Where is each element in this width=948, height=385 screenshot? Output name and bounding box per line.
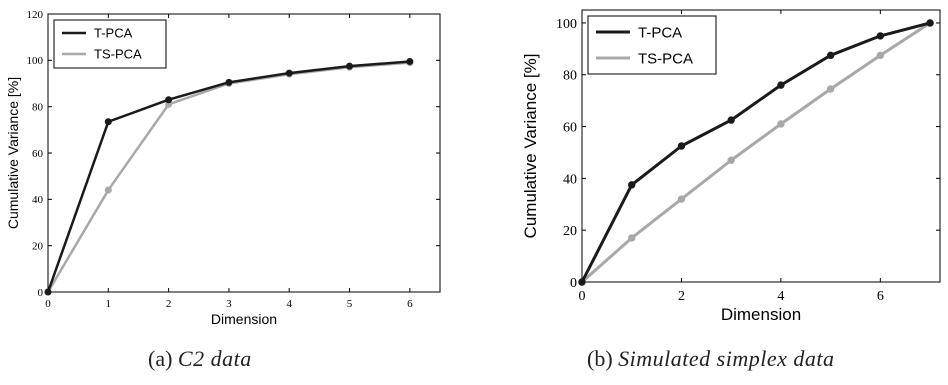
legend-label-t-pca: T-PCA: [94, 26, 133, 41]
data-point-t-pca: [104, 118, 112, 126]
x-axis-label: Dimension: [721, 305, 801, 324]
data-point-t-pca: [44, 288, 52, 296]
chart-panel-a: 0 1 2 3 4 5 6 0 20 40 60 80 100 120 Dimension Cumulativ…: [5, 9, 441, 372]
y-tick-label: 60: [563, 120, 577, 135]
data-point-t-pca: [826, 51, 835, 60]
legend-box: [53, 19, 167, 69]
y-tick-label: 20: [563, 224, 577, 239]
data-point-ts-pca: [727, 156, 735, 164]
x-axis-label: Dimension: [211, 311, 277, 327]
y-axis-label: Cumulative Variance [%]: [521, 54, 540, 239]
x-tick-label: 2: [166, 298, 172, 310]
x-tick-label: 0: [579, 289, 586, 304]
data-point-t-pca: [285, 69, 293, 77]
data-point-t-pca: [677, 142, 686, 150]
caption-b: (b) Simulated simplex data: [587, 346, 834, 372]
data-point-t-pca: [406, 57, 414, 65]
caption-b-tag: (b): [587, 346, 613, 371]
y-tick-label: 0: [38, 287, 44, 299]
series-line-t-pca: [46, 60, 410, 293]
x-tick-label: 1: [106, 298, 112, 310]
data-point-t-pca: [876, 32, 885, 40]
y-tick-label: 120: [27, 9, 44, 21]
y-tick-label: 60: [32, 148, 44, 160]
series-line-ts-pca: [46, 61, 410, 293]
data-point-t-pca: [578, 278, 586, 286]
x-tick-label: 5: [347, 298, 353, 310]
caption-a-name: C2 data: [177, 346, 252, 371]
x-tick-label: 2: [678, 289, 685, 304]
caption-b-name: Simulated simplex data: [618, 346, 835, 371]
y-tick-label: 80: [563, 69, 577, 84]
y-tick-label: 100: [556, 17, 577, 32]
x-tick-label: 4: [286, 298, 292, 310]
y-tick-label: 20: [32, 241, 44, 253]
caption-a: (a) C2 data: [148, 346, 252, 372]
series-line-t-pca: [580, 21, 931, 283]
data-point-t-pca: [727, 116, 735, 124]
plot-frame: [581, 9, 941, 283]
caption-a-tag: (a): [148, 346, 173, 371]
data-point-ts-pca: [826, 85, 835, 93]
data-point-t-pca: [926, 19, 934, 27]
y-axis-label: Cumulative Variance [%]: [5, 77, 21, 229]
y-tick-label: 80: [32, 102, 44, 114]
legend-label-t-pca: T-PCA: [638, 24, 682, 41]
data-point-ts-pca: [628, 234, 636, 242]
x-tick-label: 6: [877, 289, 884, 304]
data-point-ts-pca: [677, 195, 686, 203]
data-point-ts-pca: [876, 51, 885, 60]
x-tick-label: 6: [407, 298, 413, 310]
data-point-t-pca: [777, 81, 785, 89]
x-tick-label: 0: [45, 298, 51, 310]
y-tick-label: 40: [32, 194, 44, 206]
chart-a: 0 1 2 3 4 5 6020406080100120DimensionCumulativ…: [5, 9, 441, 327]
x-tick-label: 4: [777, 289, 784, 304]
y-tick-label: 0: [570, 276, 577, 291]
data-point-t-pca: [346, 62, 354, 70]
y-tick-label: 100: [27, 55, 44, 67]
y-tick-label: 40: [563, 172, 577, 187]
data-point-t-pca: [165, 96, 173, 104]
x-tick-label: 3: [226, 298, 232, 310]
chart-panel-b: 0 2 4 6 0 20 40 60 80 100 Dimension Cumulative Vari…: [474, 0, 948, 385]
legend-label-ts-pca: TS-PCA: [638, 50, 693, 67]
legend-box: [587, 15, 717, 75]
legend-label-ts-pca: TS-PCA: [94, 47, 142, 62]
data-point-ts-pca: [104, 186, 112, 194]
data-point-ts-pca: [777, 120, 785, 128]
data-point-t-pca: [628, 181, 636, 189]
data-point-t-pca: [225, 78, 233, 86]
series-line-ts-pca: [581, 21, 931, 284]
